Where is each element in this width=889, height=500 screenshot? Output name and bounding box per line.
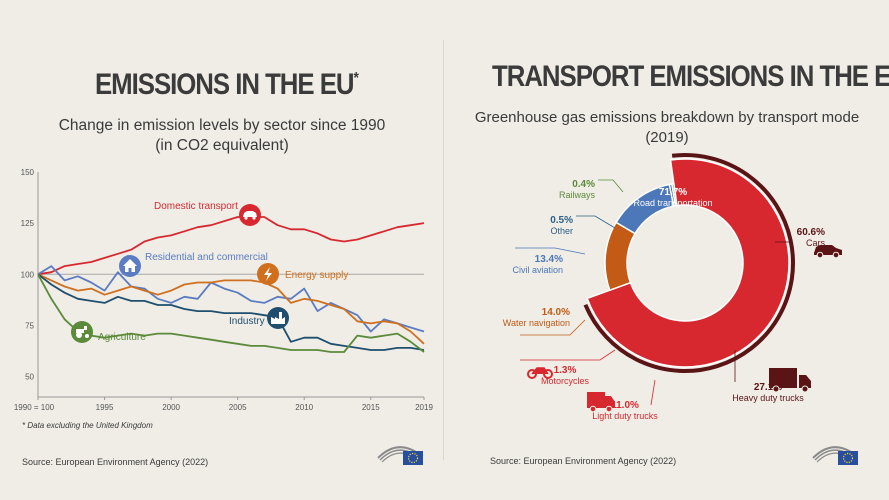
european-parliament-logo (377, 446, 423, 465)
van-icon (587, 392, 615, 413)
title-asterisk: * (353, 70, 359, 87)
y-tick-label: 125 (21, 219, 35, 228)
left-panel: EMISSIONS IN THE EU* Change in emission … (0, 0, 444, 500)
slice-label: Other (550, 226, 573, 236)
slice-railways (671, 182, 678, 207)
x-tick-label: 2015 (362, 403, 380, 412)
slice-percent: 1.3% (554, 365, 577, 376)
car-icon (239, 204, 261, 226)
x-tick-label: 2010 (295, 403, 313, 412)
series-line-residential-and-commercial (37, 265, 425, 333)
left-title: EMISSIONS IN THE EU* (95, 68, 359, 102)
slice-label: Cars (806, 238, 826, 248)
lightning-icon (257, 263, 279, 285)
left-title-text: EMISSIONS IN THE EU (95, 68, 355, 101)
x-tick-label: 2019 (415, 403, 433, 412)
motorcycle-icon (527, 367, 553, 379)
left-subtitle-line1: Change in emission levels by sector sinc… (58, 117, 386, 134)
series-label: Domestic transport (154, 201, 238, 212)
right-title: TRANSPORT EMISSIONS IN THE EU (492, 60, 889, 93)
y-tick-label: 100 (21, 270, 35, 279)
slice-percent: 27.1% (754, 382, 782, 393)
truck-icon (769, 368, 811, 393)
series-label: Residential and commercial (145, 252, 268, 263)
left-subtitle-line2: (in CO2 equivalent) (155, 137, 289, 154)
y-tick-label: 75 (25, 321, 34, 330)
panel-divider (443, 40, 444, 460)
slice-label: Light duty trucks (592, 411, 658, 421)
series-label: Industry (229, 316, 265, 327)
slice-percent: 0.5% (550, 215, 573, 226)
european-parliament-logo (812, 446, 858, 465)
series-label: Energy supply (285, 270, 348, 281)
right-subtitle: Greenhouse gas emissions breakdown by tr… (445, 108, 889, 148)
right-subtitle-line1: Greenhouse gas emissions breakdown by tr… (474, 109, 860, 126)
slice-percent: 11.0% (611, 400, 639, 411)
right-subtitle-line2: (2019) (645, 129, 689, 146)
slice-label: Water navigation (503, 318, 570, 328)
left-source: Source: European Environment Agency (202… (22, 457, 209, 467)
left-subtitle: Change in emission levels by sector sinc… (0, 116, 444, 156)
car-icon (814, 245, 842, 259)
slice-label: Railways (559, 190, 596, 200)
series-line-industry (37, 273, 425, 351)
x-tick-label: 2005 (229, 403, 247, 412)
right-panel: TRANSPORT EMISSIONS IN THE EU Greenhouse… (445, 0, 889, 500)
x-tick-label: 1995 (96, 403, 114, 412)
slice-percent: 14.0% (542, 307, 570, 318)
slice-water-navigation (604, 221, 637, 292)
factory-icon (267, 307, 289, 329)
right-source: Source: European Environment Agency (202… (490, 456, 677, 466)
slice-label: Motorcycles (541, 376, 590, 386)
slice-label: Civil aviation (512, 265, 563, 275)
slice-label: Heavy duty trucks (732, 393, 804, 403)
slice-percent: 71.7% (659, 187, 687, 198)
donut-chart: 71.7%Road transportation 0.4%Railways 0.5%… (503, 153, 842, 421)
slice-percent: 60.6% (797, 227, 825, 238)
series-label: Agriculture (98, 332, 146, 343)
leader-line (515, 247, 586, 255)
road-breakdown-band (583, 153, 795, 373)
leader-line (576, 215, 616, 229)
slice-label: Road transportation (633, 198, 712, 208)
series-line-energy-supply (37, 273, 425, 345)
line-chart: 150 125 100 75 50 1990 = 100 1995 2000 2005 2010 2… (14, 168, 434, 412)
footnote: * Data excluding the United Kingdom (22, 421, 153, 430)
leader-line (598, 179, 624, 193)
house-icon (119, 255, 141, 277)
leader-line (520, 349, 616, 361)
tractor-icon (71, 321, 93, 343)
slice-percent: 0.4% (572, 179, 595, 190)
leader-line (650, 379, 656, 406)
series-line-agriculture (37, 273, 425, 353)
x-tick-label: 1990 = 100 (14, 403, 55, 412)
leader-line (520, 319, 586, 336)
y-tick-label: 150 (21, 168, 35, 177)
slice-percent: 13.4% (535, 254, 563, 265)
series-line-domestic-transport (37, 216, 425, 276)
y-tick-label: 50 (25, 373, 34, 382)
slice-road-transportation (586, 158, 790, 368)
x-tick-label: 2000 (162, 403, 180, 412)
